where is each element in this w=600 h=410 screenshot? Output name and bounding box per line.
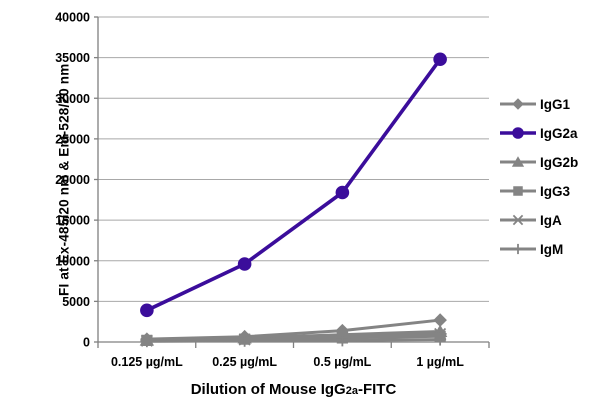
legend-label: IgG1 <box>540 96 571 112</box>
diamond-marker <box>512 98 524 110</box>
x-axis-title-suffix: -FITC <box>357 381 397 398</box>
x-axis-title: Dilution of Mouse IgG2a-FITC <box>98 381 489 398</box>
x-tick-label: 0.5 µg/mL <box>313 355 371 369</box>
series-line-IgG2a <box>145 57 442 313</box>
legend-label: IgA <box>540 212 562 228</box>
legend-label: IgG3 <box>540 183 571 199</box>
x-axis-title-main: Dilution of Mouse IgG <box>190 381 346 398</box>
circle-marker <box>140 303 154 318</box>
legend-item-IgG1[interactable]: IgG1 <box>499 96 578 112</box>
legend-key-triangle <box>500 156 536 167</box>
legend-key-circle <box>500 127 536 139</box>
legend-item-IgG3[interactable]: IgG3 <box>499 183 578 199</box>
legend-item-IgG2a[interactable]: IgG2a <box>499 125 578 141</box>
square-marker <box>513 186 523 196</box>
y-tick-label: 30000 <box>55 92 90 106</box>
circle-marker <box>237 257 252 271</box>
y-tick-label: 10000 <box>55 254 90 268</box>
x-tick-label: 1 µg/mL <box>416 355 464 369</box>
y-tick-label: 40000 <box>55 11 90 25</box>
circle-marker <box>335 185 350 200</box>
legend-key-square <box>500 186 536 196</box>
series-IgM <box>140 333 447 348</box>
diamond-marker <box>433 313 447 327</box>
y-tick-label: 5000 <box>62 295 90 309</box>
legend-item-IgG2b[interactable]: IgG2b <box>499 154 578 170</box>
x-tick-label: 0.25 µg/mL <box>212 355 277 369</box>
y-tick-label: 0 <box>83 336 90 350</box>
legend-key-asterisk <box>500 214 536 226</box>
circle-marker <box>512 127 524 139</box>
y-tick-label: 35000 <box>55 51 90 65</box>
legend-label: IgG2b <box>540 154 579 170</box>
y-tick-label: 15000 <box>55 214 90 228</box>
triangle-marker <box>511 156 525 167</box>
legend-key-plus <box>500 243 536 255</box>
y-tick-label: 25000 <box>55 132 90 146</box>
legend-item-IgM[interactable]: IgM <box>499 241 578 257</box>
circle-marker <box>433 52 447 67</box>
legend-item-IgA[interactable]: IgA <box>499 212 578 228</box>
x-tick-label: 0.125 µg/mL <box>111 355 183 369</box>
legend-label: IgG2a <box>540 125 578 141</box>
y-tick-label: 20000 <box>55 173 90 187</box>
chart-legend: IgG1 IgG2a IgG2b IgG3 IgA IgM <box>499 96 578 257</box>
legend-key-diamond <box>500 98 536 110</box>
y-axis-title: FI at Ex-485/20 nm & Em-528/20 nm <box>56 63 72 296</box>
legend-label: IgM <box>540 241 564 257</box>
series-IgG2a <box>140 52 447 318</box>
series-line-IgM <box>145 338 442 343</box>
x-axis-title-subscript: 2a <box>345 385 358 397</box>
